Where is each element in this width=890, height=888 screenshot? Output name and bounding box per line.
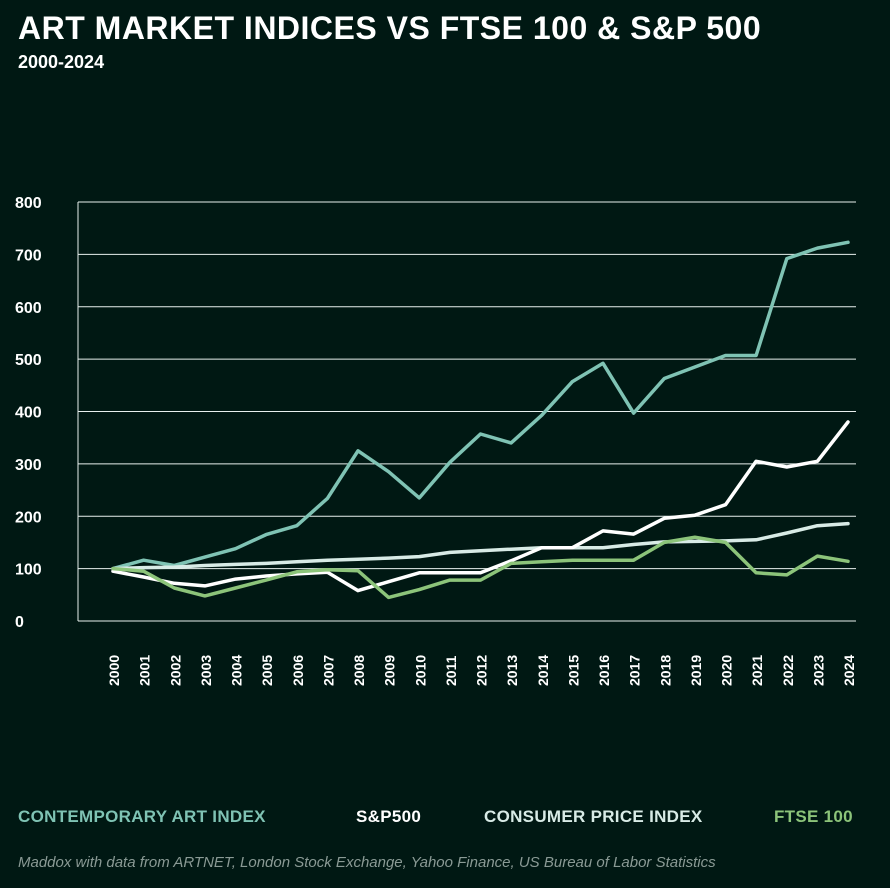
x-tick-label-2004: 2004: [229, 655, 245, 686]
x-tick-label-2007: 2007: [320, 655, 336, 686]
chart-subtitle: 2000-2024: [18, 52, 105, 72]
source-note: Maddox with data from ARTNET, London Sto…: [18, 854, 716, 871]
x-tick-label-2012: 2012: [474, 655, 490, 686]
x-tick-label-2014: 2014: [535, 655, 551, 686]
series-line-s-p500: [111, 420, 850, 593]
y-tick-label-600: 600: [15, 300, 42, 317]
x-tick-label-2018: 2018: [657, 655, 673, 686]
x-tick-label-2005: 2005: [259, 655, 275, 686]
y-tick-label-200: 200: [15, 509, 42, 526]
y-tick-label-800: 800: [15, 195, 42, 212]
x-tick-label-2022: 2022: [780, 655, 796, 686]
x-tick-label-2003: 2003: [198, 655, 214, 686]
x-tick-label-2001: 2001: [137, 655, 153, 686]
x-tick-label-2011: 2011: [443, 655, 459, 686]
y-tick-label-400: 400: [15, 405, 42, 422]
legend-contemporary-art-index: CONTEMPORARY ART INDEX: [18, 807, 266, 826]
x-tick-label-2019: 2019: [688, 655, 704, 686]
x-tick-label-2017: 2017: [627, 655, 643, 686]
legend-sp500: S&P500: [356, 807, 422, 826]
series-line-consumer-price-index: [111, 521, 850, 571]
x-tick-label-2008: 2008: [351, 655, 367, 686]
y-tick-label-500: 500: [15, 352, 42, 369]
y-tick-label-700: 700: [15, 247, 42, 264]
legend-ftse-100: FTSE 100: [774, 807, 853, 826]
x-tick-label-2024: 2024: [841, 655, 857, 686]
y-tick-label-100: 100: [15, 562, 42, 579]
x-tick-label-2010: 2010: [412, 655, 428, 686]
legend-consumer-price-index: CONSUMER PRICE INDEX: [484, 807, 703, 826]
x-tick-label-2000: 2000: [106, 655, 122, 686]
x-tick-label-2013: 2013: [504, 655, 520, 686]
x-tick-label-2021: 2021: [749, 655, 765, 686]
chart-title: ART MARKET INDICES VS FTSE 100 & S&P 500: [18, 10, 762, 46]
x-tick-label-2015: 2015: [565, 655, 581, 686]
series-line-contemporary-art-index: [111, 240, 850, 571]
x-tick-label-2020: 2020: [719, 655, 735, 686]
y-tick-label-0: 0: [15, 614, 24, 631]
x-tick-label-2002: 2002: [167, 655, 183, 686]
x-tick-label-2009: 2009: [382, 655, 398, 686]
series-line-ftse-100: [111, 535, 850, 600]
x-tick-label-2016: 2016: [596, 655, 612, 686]
x-tick-label-2023: 2023: [810, 655, 826, 686]
x-tick-label-2006: 2006: [290, 655, 306, 686]
y-tick-label-300: 300: [15, 457, 42, 474]
